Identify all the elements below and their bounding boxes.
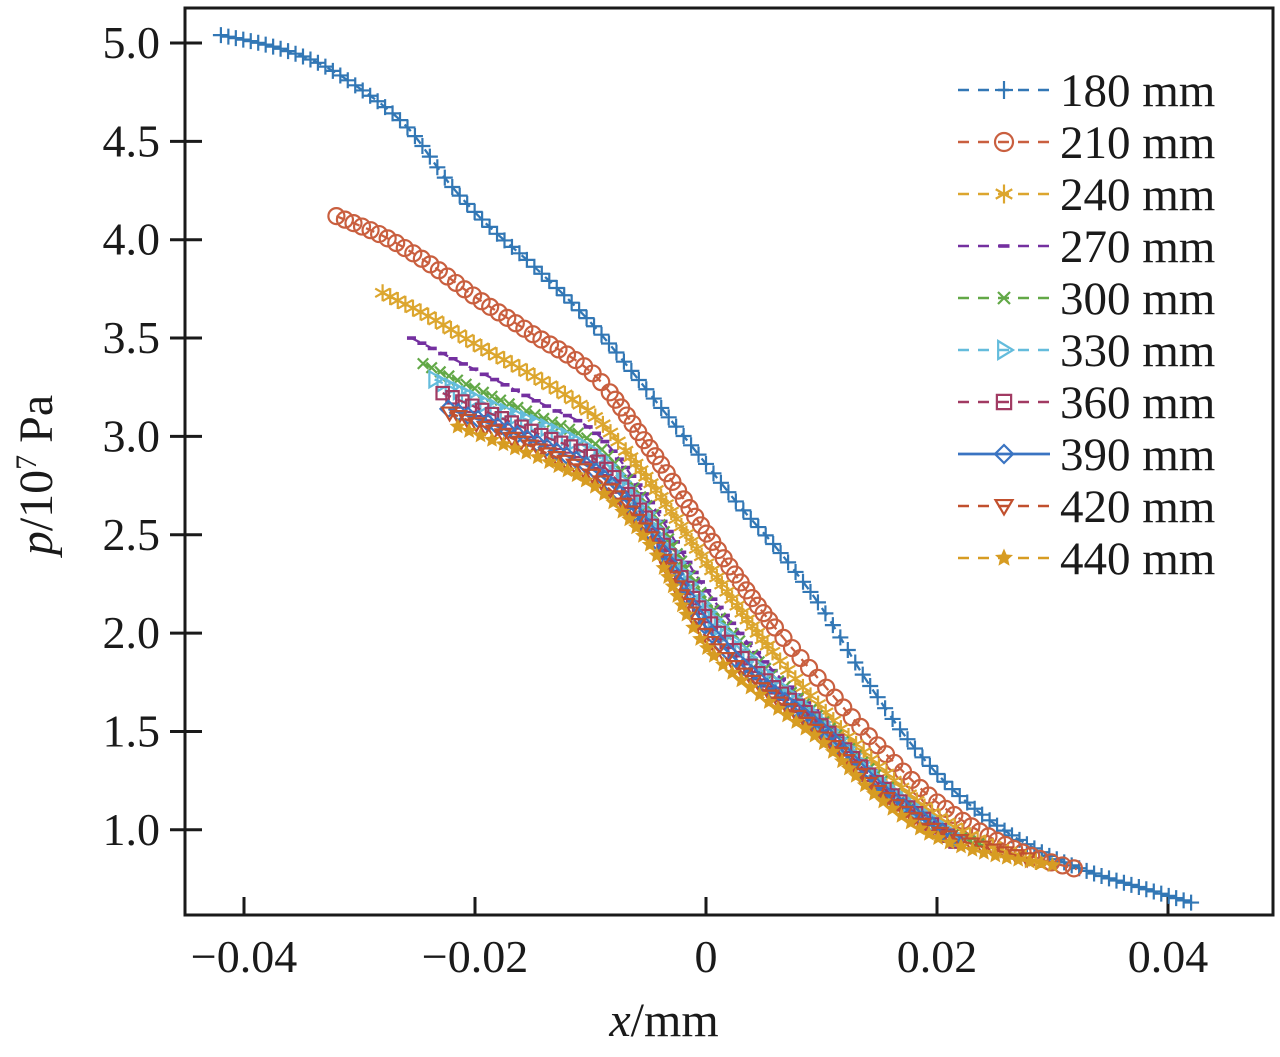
legend-item-270mm: 270 mm [958, 221, 1215, 273]
plus-legend-marker [995, 81, 1013, 99]
x-tick-label: 0 [695, 931, 718, 982]
star-legend-marker [994, 548, 1014, 566]
legend-item-390mm: 390 mm [958, 429, 1215, 481]
x-tick-label: −0.04 [191, 931, 297, 982]
legend-item-240mm: 240 mm [958, 169, 1215, 221]
y-tick-label: 1.0 [103, 804, 161, 855]
legend-label: 360 mm [1060, 377, 1215, 429]
legend-item-180mm: 180 mm [958, 65, 1215, 117]
legend-label: 240 mm [1060, 169, 1215, 221]
axis-ticks: −0.04 −0.02 0 0.02 0.04 5.0 4.5 4.0 3.5 3.0 2.5 2.0… [103, 17, 1209, 982]
legend-label: 440 mm [1060, 533, 1215, 585]
legend-item-360mm: 360 mm [958, 377, 1215, 429]
series-line [449, 411, 1030, 861]
y-tick-label: 3.5 [103, 312, 161, 363]
y-tick-label: 5.0 [103, 17, 161, 68]
y-tick-label: 4.5 [103, 115, 161, 166]
legend-item-210mm: 210 mm [958, 117, 1215, 169]
asterisk-legend-marker [995, 184, 1013, 204]
axis-titles: x/mm p/107 Pa [10, 395, 719, 1047]
tri-down-markers [440, 406, 1037, 869]
asterisk-markers [374, 284, 1044, 871]
legend-label: 180 mm [1060, 65, 1215, 117]
legend-label: 300 mm [1060, 273, 1215, 325]
y-tick-label: 3.0 [103, 410, 161, 461]
tri-down-legend-marker [993, 498, 1015, 517]
legend-item-440mm: 440 mm [958, 533, 1215, 585]
y-tick-label: 2.5 [103, 509, 161, 560]
legend-label: 210 mm [1060, 117, 1215, 169]
series-line [335, 215, 1078, 871]
legend-label: 390 mm [1060, 429, 1215, 481]
x-legend-marker [997, 291, 1011, 305]
y-tick-label: 4.0 [103, 214, 161, 265]
circle-markers [327, 207, 1084, 878]
x-tick-label: −0.02 [422, 931, 528, 982]
series-420mm [440, 406, 1037, 869]
dash-legend-marker [998, 244, 1010, 248]
legend-label: 330 mm [1060, 325, 1215, 377]
legend-label: 270 mm [1060, 221, 1215, 273]
series-180mm [212, 27, 1200, 911]
series-240mm [374, 284, 1044, 871]
legend-item-330mm: 330 mm [958, 325, 1215, 377]
y-tick-label: 2.0 [103, 607, 161, 658]
y-tick-label: 1.5 [103, 705, 161, 756]
y-axis-title: p/107 Pa [10, 395, 63, 558]
diamond-legend-marker [993, 443, 1015, 465]
x-tick-label: 0.02 [897, 931, 978, 982]
legend-item-420mm: 420 mm [958, 481, 1215, 533]
series-curves [212, 27, 1200, 911]
series-210mm [327, 207, 1084, 878]
plus-markers [212, 27, 1200, 911]
x-axis-title: x/mm [608, 994, 718, 1047]
x-tick-label: 0.04 [1128, 931, 1209, 982]
legend-item-300mm: 300 mm [958, 273, 1215, 325]
square-legend-marker [995, 393, 1013, 411]
tri-right-legend-marker [997, 339, 1016, 361]
circle-legend-marker [993, 131, 1015, 153]
plot-border [183, 6, 1275, 917]
legend-label: 420 mm [1060, 481, 1215, 533]
